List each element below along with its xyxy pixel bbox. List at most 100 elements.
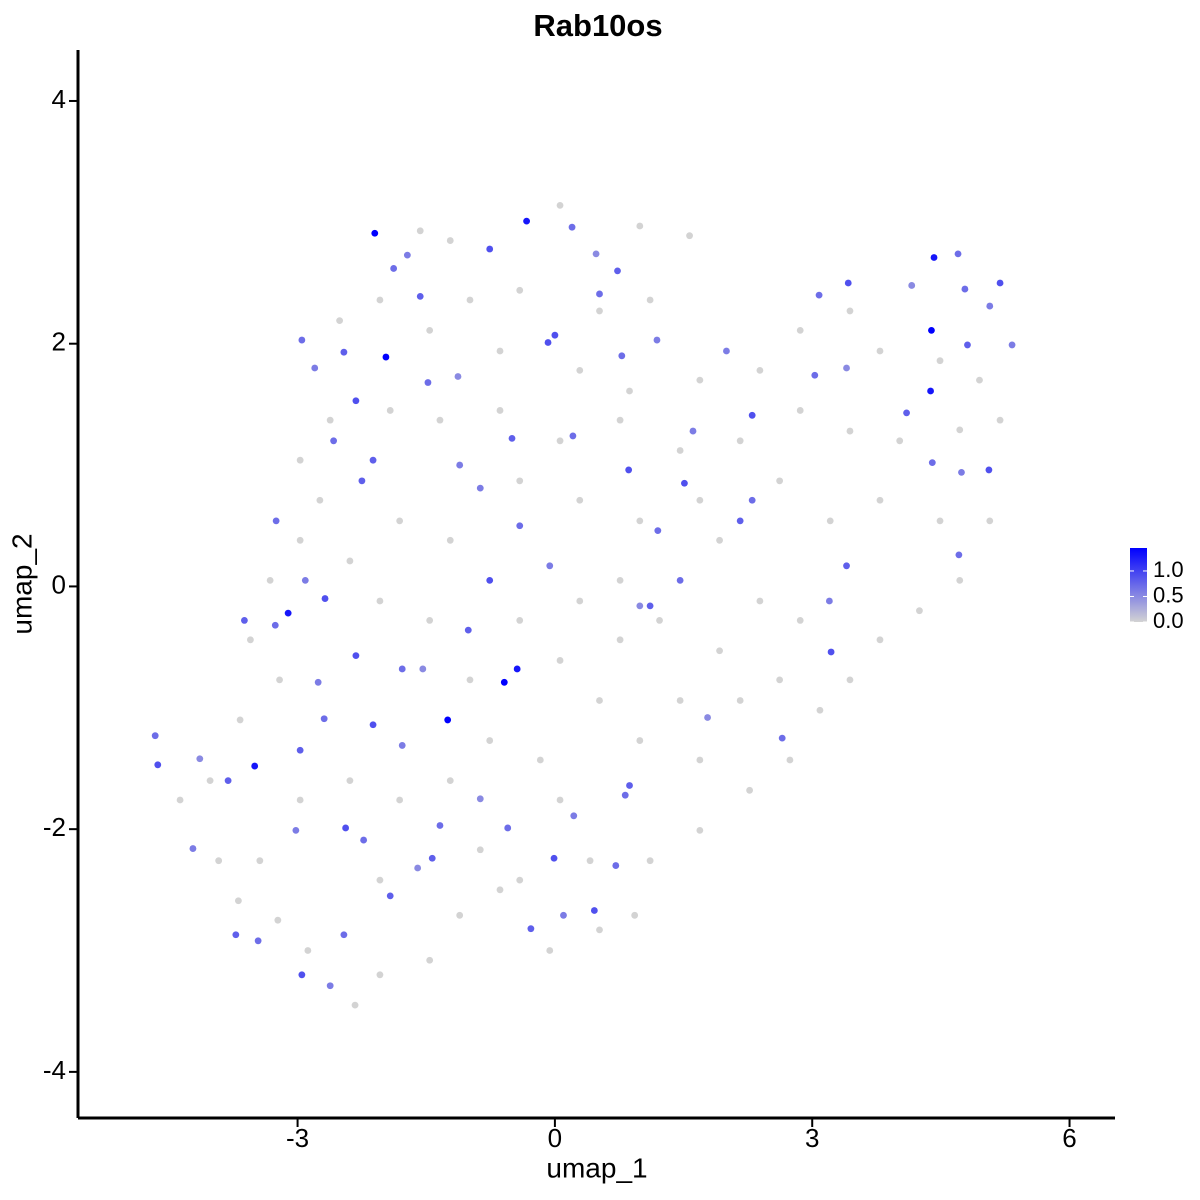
point — [454, 373, 462, 380]
point — [301, 576, 309, 584]
point — [403, 251, 411, 259]
point — [631, 911, 639, 919]
point — [358, 477, 366, 485]
point — [446, 237, 454, 244]
point — [786, 756, 794, 764]
point — [936, 517, 944, 525]
point — [382, 353, 390, 361]
point — [232, 931, 240, 939]
point — [964, 341, 971, 349]
point — [556, 437, 564, 445]
point — [570, 812, 578, 820]
point — [696, 826, 704, 834]
point — [876, 347, 884, 355]
point — [616, 636, 624, 644]
point — [654, 527, 662, 534]
point — [716, 647, 723, 655]
point — [976, 376, 983, 384]
point — [796, 617, 804, 624]
point — [251, 762, 259, 770]
point — [625, 466, 633, 474]
point — [496, 347, 504, 355]
point — [256, 857, 264, 865]
point — [241, 617, 248, 624]
point — [986, 517, 994, 525]
point — [686, 232, 693, 240]
colorbar-label: 1.0 — [1153, 557, 1184, 582]
point — [346, 557, 354, 565]
point — [636, 222, 644, 230]
point — [612, 862, 620, 869]
x-tick-label: -3 — [286, 1123, 309, 1153]
point — [346, 777, 354, 785]
point — [215, 857, 223, 865]
point — [314, 678, 322, 686]
point — [414, 864, 422, 872]
point — [596, 926, 603, 934]
point — [426, 326, 434, 334]
point — [527, 925, 535, 933]
point — [846, 307, 854, 315]
point — [340, 348, 348, 356]
point — [1008, 341, 1016, 349]
point — [446, 777, 454, 785]
point — [954, 250, 962, 258]
point — [748, 411, 756, 419]
point — [846, 676, 854, 684]
point — [586, 857, 594, 865]
point — [416, 227, 424, 235]
point — [723, 347, 730, 355]
point — [376, 971, 384, 979]
point — [796, 407, 804, 414]
point — [550, 854, 558, 862]
point — [696, 496, 704, 504]
point — [736, 437, 744, 445]
point — [796, 326, 804, 334]
point — [476, 795, 484, 803]
point — [843, 364, 850, 372]
point — [396, 517, 404, 525]
point — [274, 916, 282, 924]
y-axis-label: umap_2 — [6, 533, 37, 634]
point — [376, 296, 384, 304]
point — [681, 479, 688, 487]
point — [843, 562, 850, 570]
point — [776, 676, 784, 684]
point — [496, 407, 504, 414]
colorbar — [1130, 548, 1147, 622]
point — [956, 426, 964, 434]
point — [646, 296, 654, 304]
point — [436, 416, 444, 424]
point — [390, 265, 398, 272]
point — [486, 245, 494, 253]
point — [927, 387, 934, 395]
point — [928, 326, 935, 334]
point — [576, 597, 584, 605]
point — [876, 636, 884, 644]
point — [376, 876, 384, 884]
point — [311, 364, 319, 372]
point — [825, 597, 833, 605]
point — [464, 626, 472, 634]
point — [266, 576, 274, 584]
point — [326, 982, 334, 990]
point — [689, 427, 697, 435]
point — [340, 931, 348, 939]
point — [928, 459, 936, 467]
point — [496, 886, 504, 894]
point — [756, 367, 764, 374]
point — [298, 971, 306, 979]
point — [576, 496, 584, 504]
point — [676, 576, 684, 584]
point — [236, 716, 244, 724]
point — [369, 721, 377, 729]
point — [896, 437, 904, 445]
point — [523, 217, 530, 225]
y-tick-label: 2 — [52, 327, 66, 357]
colorbar-label: 0.5 — [1153, 582, 1184, 607]
point — [636, 517, 644, 525]
point — [486, 737, 494, 744]
point — [736, 517, 744, 525]
point — [936, 357, 944, 365]
